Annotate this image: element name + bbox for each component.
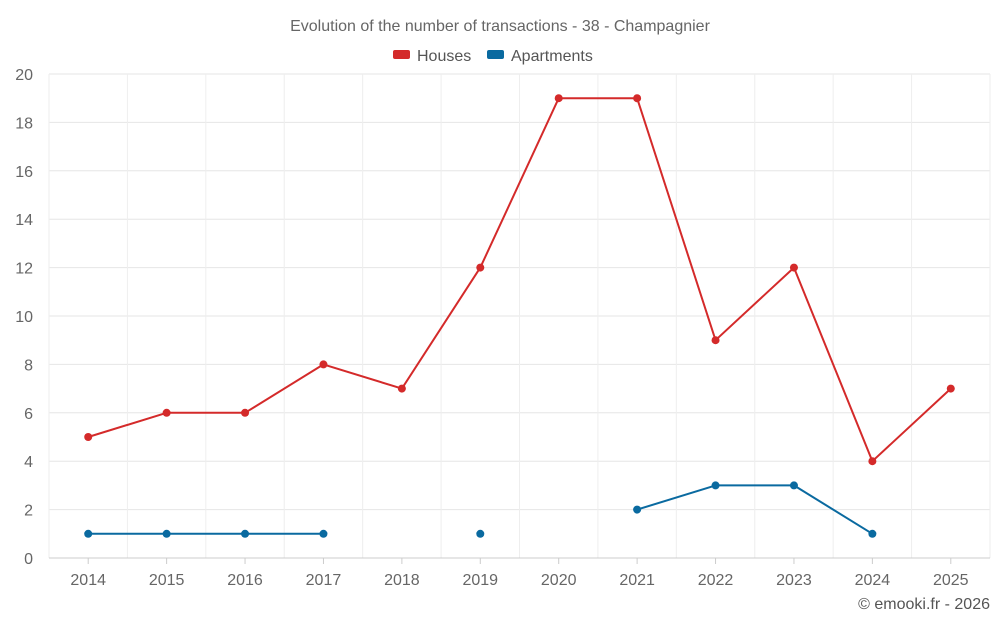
y-tick-label: 6	[24, 406, 33, 423]
y-tick-label: 20	[15, 67, 33, 84]
data-point[interactable]	[162, 408, 171, 417]
legend-label: Houses	[417, 48, 471, 65]
series-line	[636, 484, 873, 535]
credit-text: © emooki.fr - 2026	[858, 596, 990, 613]
x-tick-label: 2021	[619, 572, 655, 589]
data-point[interactable]	[711, 481, 720, 490]
grid	[48, 73, 991, 559]
y-tick-label: 2	[24, 503, 33, 520]
series-houses	[84, 94, 955, 466]
x-tick-label: 2025	[933, 572, 969, 589]
data-point[interactable]	[397, 384, 406, 393]
data-point[interactable]	[84, 529, 93, 538]
data-point[interactable]	[868, 457, 877, 466]
y-tick-label: 12	[15, 261, 33, 278]
x-tick-label: 2023	[776, 572, 812, 589]
series-layer	[84, 94, 955, 538]
legend-item-houses[interactable]: Houses	[393, 48, 471, 65]
data-point[interactable]	[789, 263, 798, 272]
data-point[interactable]	[476, 263, 485, 272]
chart-title: Evolution of the number of transactions …	[290, 18, 710, 35]
series-apartments	[84, 481, 877, 538]
legend: Houses Apartments	[393, 48, 593, 65]
axes: 0 2 4 6 8 10 12 14 16 18 20 2014 2015 2016 2017 2018 201…	[15, 67, 990, 589]
data-point[interactable]	[946, 384, 955, 393]
data-point[interactable]	[868, 529, 877, 538]
y-tick-label: 14	[15, 212, 33, 229]
legend-swatch	[393, 50, 410, 59]
x-tick-label: 2017	[306, 572, 342, 589]
x-tick-label: 2022	[698, 572, 734, 589]
data-point[interactable]	[789, 481, 798, 490]
x-tick-label: 2018	[384, 572, 420, 589]
x-tick-label: 2016	[227, 572, 263, 589]
data-point[interactable]	[633, 94, 642, 103]
data-point[interactable]	[476, 529, 485, 538]
legend-label: Apartments	[511, 48, 593, 65]
data-point[interactable]	[162, 529, 171, 538]
legend-item-apartments[interactable]: Apartments	[487, 48, 593, 65]
x-tick-label: 2020	[541, 572, 577, 589]
data-point[interactable]	[319, 360, 328, 369]
data-point[interactable]	[241, 408, 250, 417]
data-point[interactable]	[633, 505, 642, 514]
y-tick-label: 10	[15, 309, 33, 326]
x-tick-label: 2019	[462, 572, 498, 589]
x-tick-label: 2015	[149, 572, 185, 589]
legend-swatch	[487, 50, 504, 59]
data-point[interactable]	[241, 529, 250, 538]
data-point[interactable]	[84, 433, 93, 441]
series-line	[87, 97, 952, 463]
y-tick-label: 18	[15, 115, 33, 132]
x-tick-label: 2014	[70, 572, 106, 589]
data-point[interactable]	[711, 336, 720, 345]
y-tick-label: 0	[24, 551, 33, 568]
data-point[interactable]	[319, 529, 328, 538]
y-tick-label: 16	[15, 164, 33, 181]
x-tick-label: 2024	[855, 572, 891, 589]
y-tick-label: 8	[24, 357, 33, 374]
y-tick-label: 4	[24, 454, 33, 471]
data-point[interactable]	[554, 94, 563, 103]
